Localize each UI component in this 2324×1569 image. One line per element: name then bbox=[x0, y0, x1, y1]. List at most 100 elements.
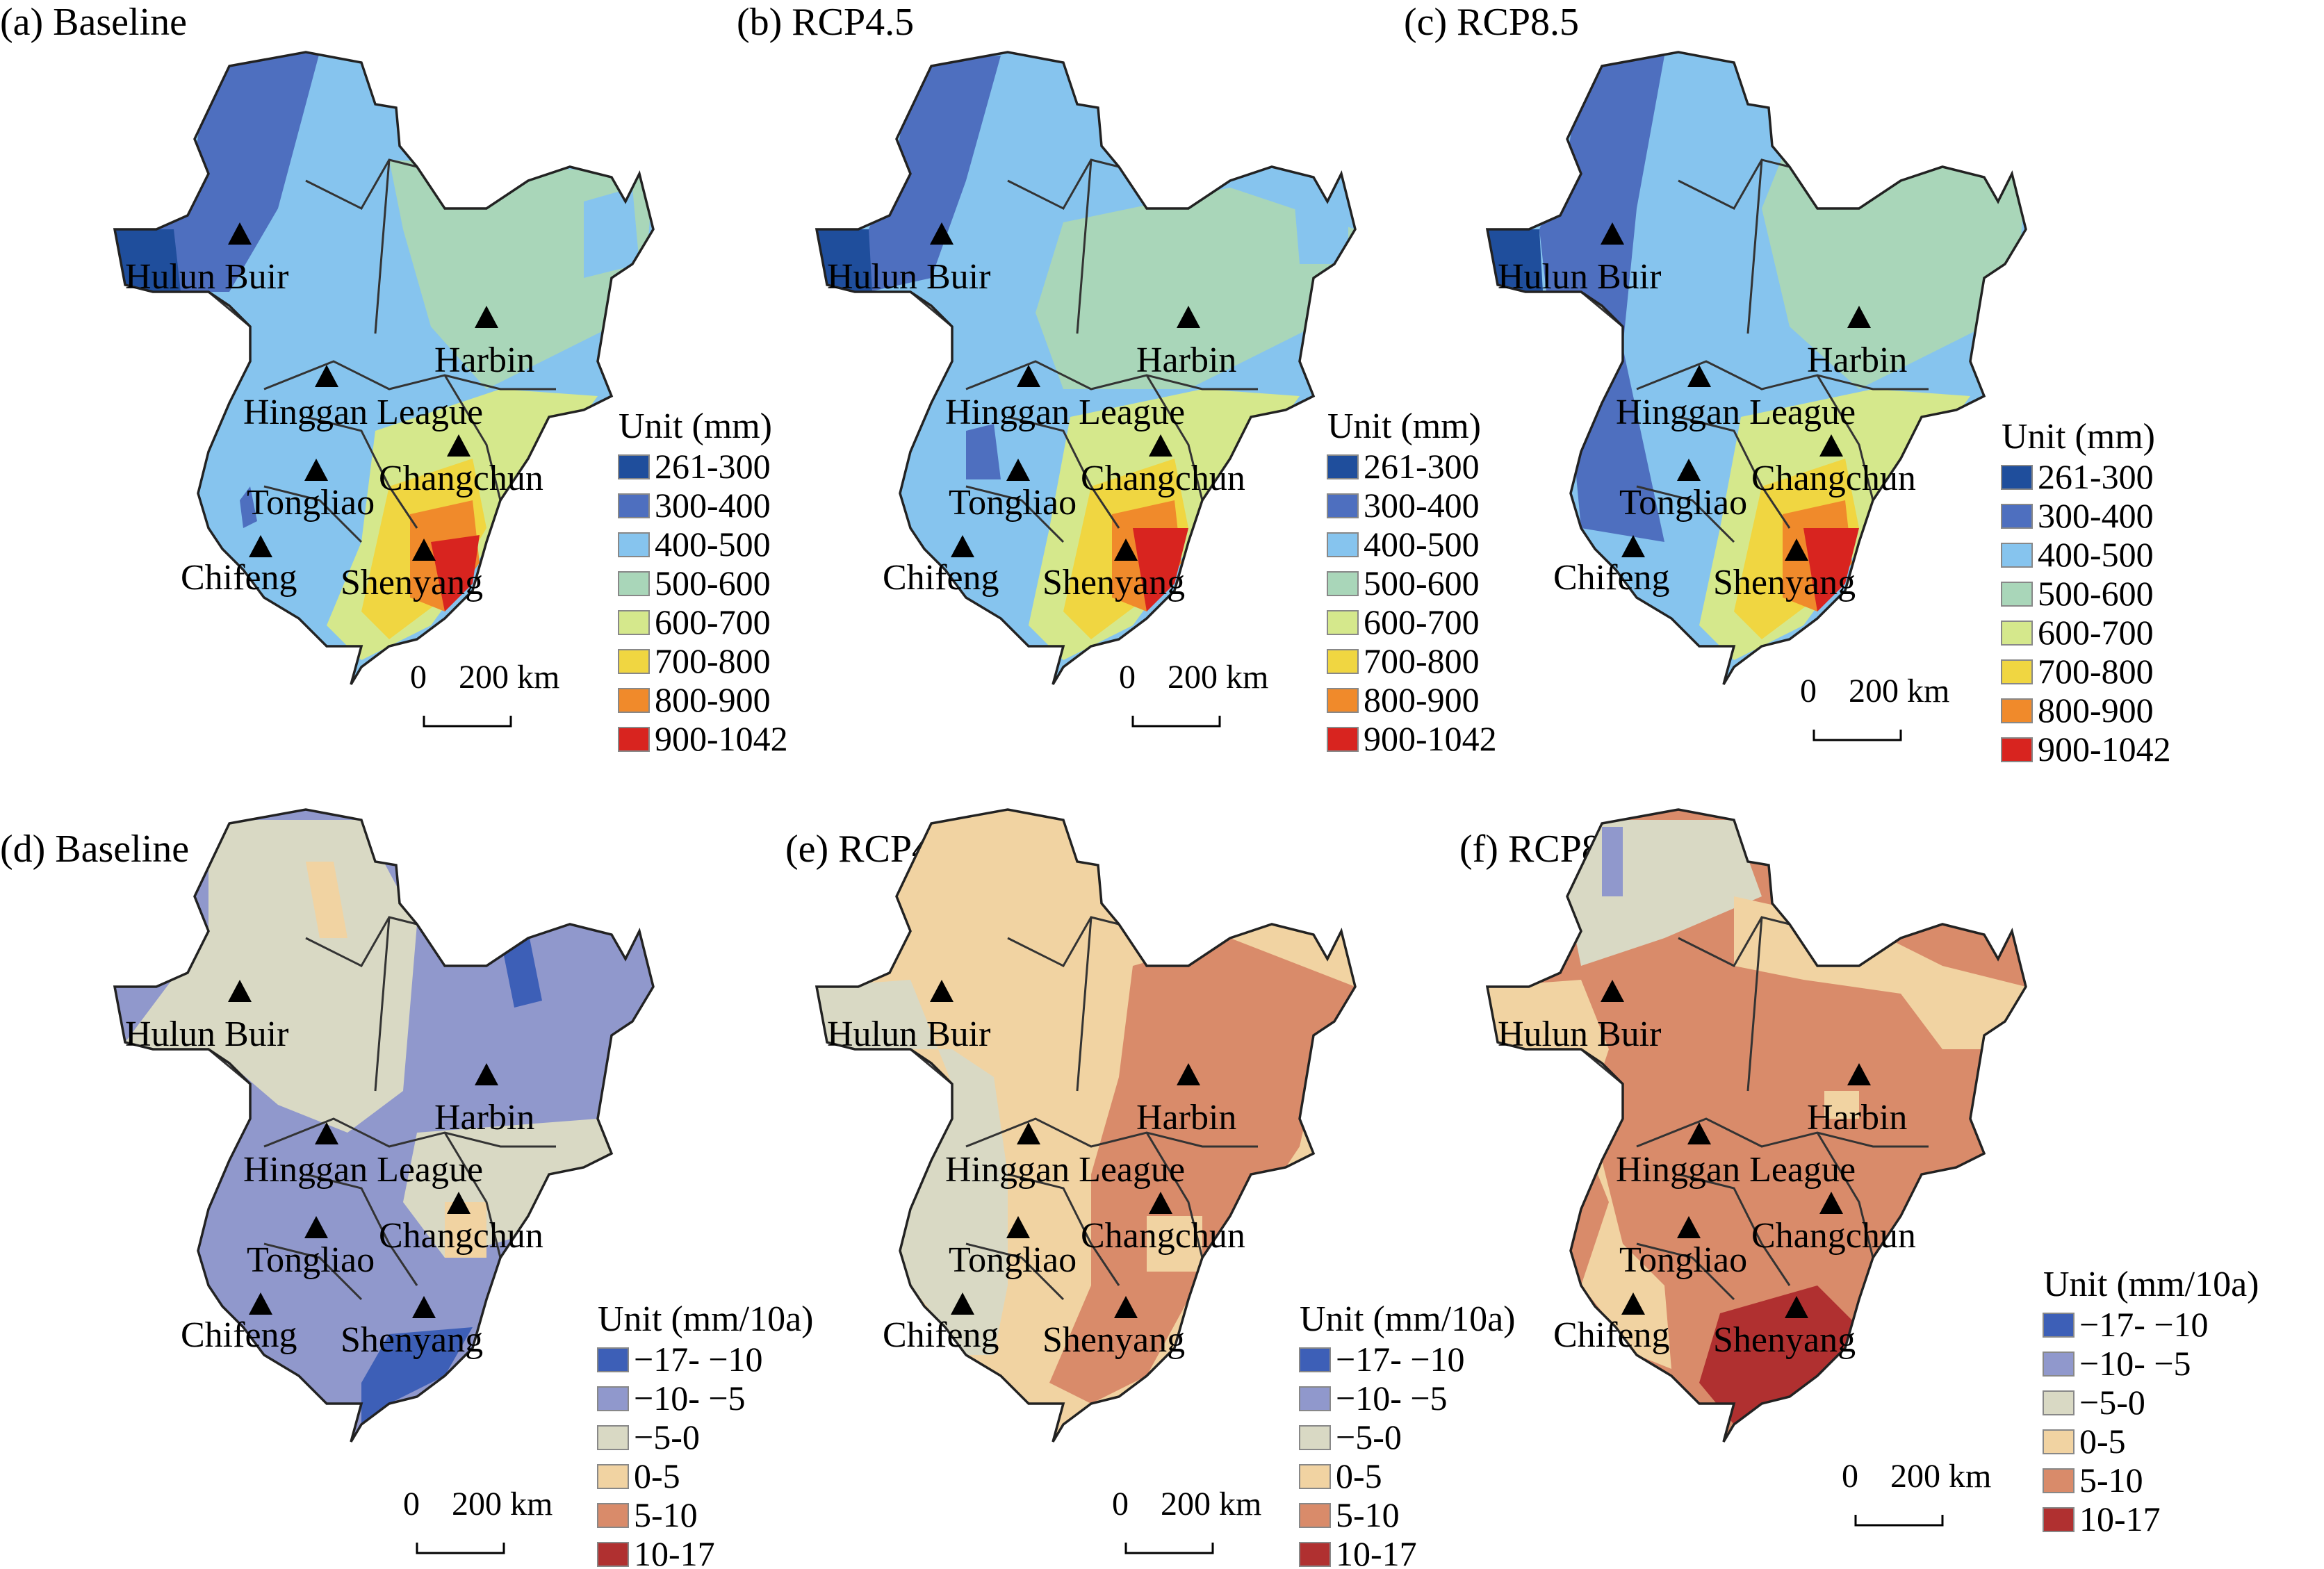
admin-boundary bbox=[1076, 917, 1093, 1092]
city-label: Hulun Buir bbox=[827, 257, 990, 297]
legend-swatch bbox=[2001, 504, 2033, 529]
city-marker bbox=[447, 1192, 470, 1214]
legend-swatch bbox=[2001, 659, 2033, 684]
legend-label: 500-600 bbox=[2038, 574, 2154, 613]
city-label: Tongliao bbox=[949, 1240, 1077, 1280]
legend-title: Unit (mm) bbox=[1327, 406, 1481, 446]
city-label: Shenyang bbox=[1713, 1320, 1856, 1360]
legend-swatch bbox=[2001, 582, 2033, 607]
admin-boundary bbox=[1636, 1242, 1735, 1301]
city-label: Chifeng bbox=[1553, 558, 1670, 598]
legend-swatch bbox=[618, 493, 650, 518]
scale-bar bbox=[416, 1543, 505, 1554]
legend-label: 600-700 bbox=[1364, 602, 1480, 641]
admin-boundary bbox=[263, 1242, 363, 1301]
map-zone bbox=[431, 535, 480, 611]
admin-boundary bbox=[263, 485, 363, 543]
city-marker bbox=[475, 306, 498, 328]
city-label: Hinggan League bbox=[243, 393, 483, 432]
admin-boundary bbox=[1007, 416, 1120, 529]
city-label: Tongliao bbox=[247, 483, 375, 523]
city-marker bbox=[1601, 980, 1624, 1002]
city-marker bbox=[1687, 365, 1711, 387]
city-marker bbox=[412, 539, 436, 561]
city-marker bbox=[447, 434, 470, 457]
city-label: Hulun Buir bbox=[125, 1014, 288, 1054]
region-outline bbox=[815, 808, 1357, 1443]
map-zone bbox=[1803, 528, 1859, 611]
scale-bar-label: 200 km bbox=[1849, 673, 1949, 709]
legend-label: 400-500 bbox=[2038, 535, 2154, 574]
city-marker bbox=[1601, 222, 1624, 245]
city-label: Changchun bbox=[379, 459, 543, 498]
legend-label: −5-0 bbox=[1336, 1418, 1402, 1456]
legend-label: 0-5 bbox=[1336, 1456, 1382, 1495]
city-marker bbox=[304, 1216, 328, 1238]
legend-swatch bbox=[2043, 1352, 2075, 1377]
panel-title: (c) RCP8.5 bbox=[1404, 1, 1579, 44]
panel-title: (d) Baseline bbox=[0, 828, 189, 871]
legend-swatch bbox=[1299, 1425, 1331, 1450]
legend-title: Unit (mm/10a) bbox=[598, 1299, 814, 1339]
scale-bar-label: 200 km bbox=[1161, 1486, 1261, 1522]
legend-label: 800-900 bbox=[1364, 680, 1480, 719]
region-outline bbox=[815, 51, 1357, 685]
legend-label: 300-400 bbox=[1364, 486, 1480, 525]
city-marker bbox=[1017, 365, 1040, 387]
city-label: Chifeng bbox=[181, 558, 297, 598]
legend-label: 300-400 bbox=[655, 486, 771, 525]
legend-label: 700-800 bbox=[2038, 652, 2154, 691]
city-marker bbox=[930, 980, 954, 1002]
city-marker bbox=[249, 535, 272, 557]
legend-swatch bbox=[1327, 571, 1359, 596]
map-zone bbox=[240, 486, 257, 528]
map-zone bbox=[1602, 827, 1623, 896]
admin-boundary bbox=[374, 917, 391, 1092]
legend-label: 600-700 bbox=[2038, 613, 2154, 652]
legend-label: 300-400 bbox=[2038, 496, 2154, 535]
scale-bar-zero: 0 bbox=[1112, 1486, 1129, 1522]
admin-boundary bbox=[1007, 1173, 1120, 1286]
legend-swatch bbox=[2043, 1429, 2075, 1454]
scale-bar-zero: 0 bbox=[403, 1486, 420, 1522]
admin-boundary bbox=[1816, 375, 1874, 501]
region-outline bbox=[113, 808, 655, 1443]
city-marker bbox=[1177, 1063, 1200, 1085]
admin-boundary bbox=[263, 1117, 556, 1148]
city-marker bbox=[1677, 1216, 1701, 1238]
region-map: Hulun Buir Harbin Hinggan League ChangchunT… bbox=[113, 808, 655, 1443]
legend-label: 261-300 bbox=[655, 447, 771, 486]
legend-label: −5-0 bbox=[2079, 1383, 2145, 1422]
legend: Unit (mm/10a)−17- −10−10- −5−5-00-55-101… bbox=[597, 1299, 814, 1569]
legend-swatch bbox=[618, 688, 650, 713]
legend-label: 500-600 bbox=[1364, 564, 1480, 602]
city-marker bbox=[1819, 434, 1843, 457]
city-marker bbox=[1006, 459, 1030, 481]
city-label: Shenyang bbox=[341, 563, 483, 602]
map-zone bbox=[306, 862, 347, 938]
scale-bar bbox=[1854, 1515, 1944, 1527]
legend-label: −10- −5 bbox=[634, 1379, 746, 1418]
city-label: Tongliao bbox=[1619, 483, 1747, 523]
city-marker bbox=[1677, 459, 1701, 481]
legend-swatch bbox=[597, 1464, 629, 1489]
admin-boundary bbox=[1746, 159, 1763, 334]
admin-boundary bbox=[1816, 1132, 1874, 1258]
admin-boundary bbox=[1678, 916, 1790, 967]
city-marker bbox=[1114, 1296, 1138, 1318]
city-marker bbox=[1177, 306, 1200, 328]
map-zone bbox=[869, 56, 1001, 292]
city-label: Changchun bbox=[1751, 1216, 1916, 1256]
legend-swatch bbox=[597, 1386, 629, 1411]
map-zone bbox=[1147, 1216, 1202, 1272]
legend-label: 10-17 bbox=[634, 1534, 715, 1569]
legend-label: 10-17 bbox=[1336, 1534, 1417, 1569]
city-label: Chifeng bbox=[883, 1315, 999, 1355]
city-marker bbox=[228, 222, 252, 245]
city-label: Hinggan League bbox=[243, 1150, 483, 1190]
city-label: Changchun bbox=[1751, 459, 1916, 498]
legend-swatch bbox=[597, 1503, 629, 1528]
legend: Unit (mm)261-300300-400400-500500-600600… bbox=[1327, 406, 1497, 758]
legend-swatch bbox=[597, 1347, 629, 1372]
region-map: Hulun Buir Harbin Hinggan League ChangchunT… bbox=[1485, 808, 2027, 1443]
